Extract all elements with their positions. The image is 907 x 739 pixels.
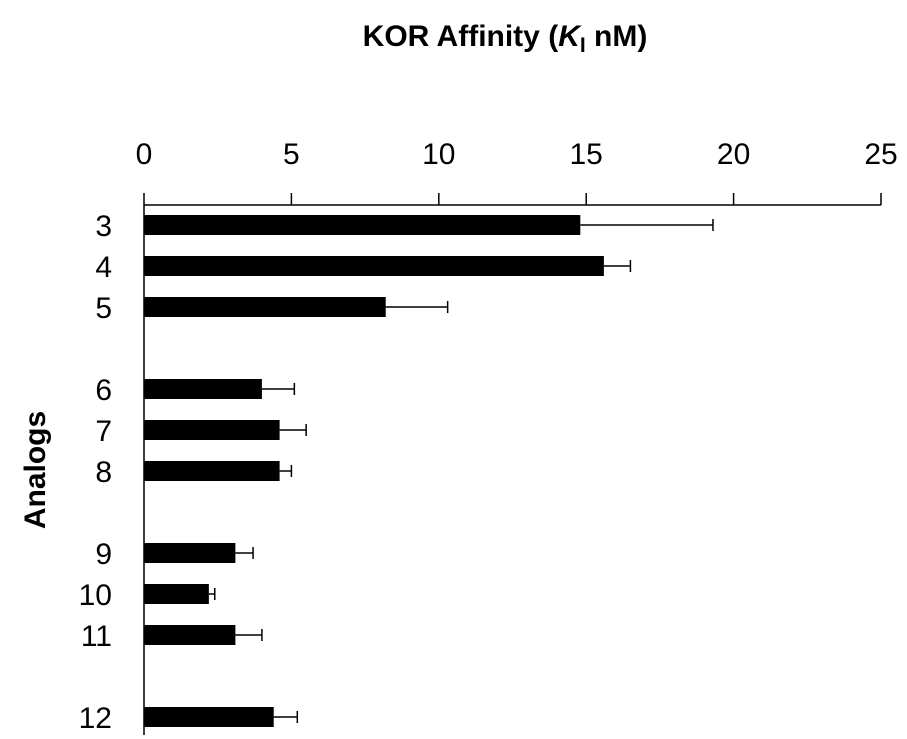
bar <box>144 297 386 317</box>
bar <box>144 625 236 645</box>
chart-title-prefix: KOR Affinity ( <box>363 20 559 53</box>
labels: 0 5 10 15 20 25 3 4 5 6 7 8 9 10 11 12 <box>79 138 898 735</box>
bar <box>144 379 262 399</box>
bar <box>144 461 280 481</box>
category-label: 10 <box>79 579 112 612</box>
bar <box>144 584 209 604</box>
chart-title-italic: K <box>558 20 582 53</box>
y-axis-label: Analogs <box>19 411 52 529</box>
x-tick-label: 15 <box>570 138 603 171</box>
category-label: 3 <box>95 210 112 243</box>
category-label: 7 <box>95 415 112 448</box>
x-tick-label: 0 <box>136 138 153 171</box>
category-label: 9 <box>95 538 112 571</box>
category-label: 12 <box>79 702 112 735</box>
x-tick-label: 25 <box>864 138 897 171</box>
category-label: 4 <box>95 251 112 284</box>
x-tick-label: 5 <box>283 138 300 171</box>
chart-title-suffix: nM) <box>586 20 648 53</box>
category-label: 6 <box>95 374 112 407</box>
category-label: 11 <box>81 620 112 653</box>
category-label: 8 <box>95 456 112 489</box>
bars <box>144 215 714 727</box>
bar <box>144 543 236 563</box>
x-tick-label: 20 <box>717 138 750 171</box>
bar <box>144 707 274 727</box>
x-tick-label: 10 <box>422 138 455 171</box>
chart-title-subscript: I <box>580 34 586 57</box>
bar <box>144 256 604 276</box>
bar <box>144 215 581 235</box>
bar <box>144 420 280 440</box>
chart-title: KOR Affinity (KI nM) <box>363 20 648 57</box>
category-label: 5 <box>95 292 112 325</box>
